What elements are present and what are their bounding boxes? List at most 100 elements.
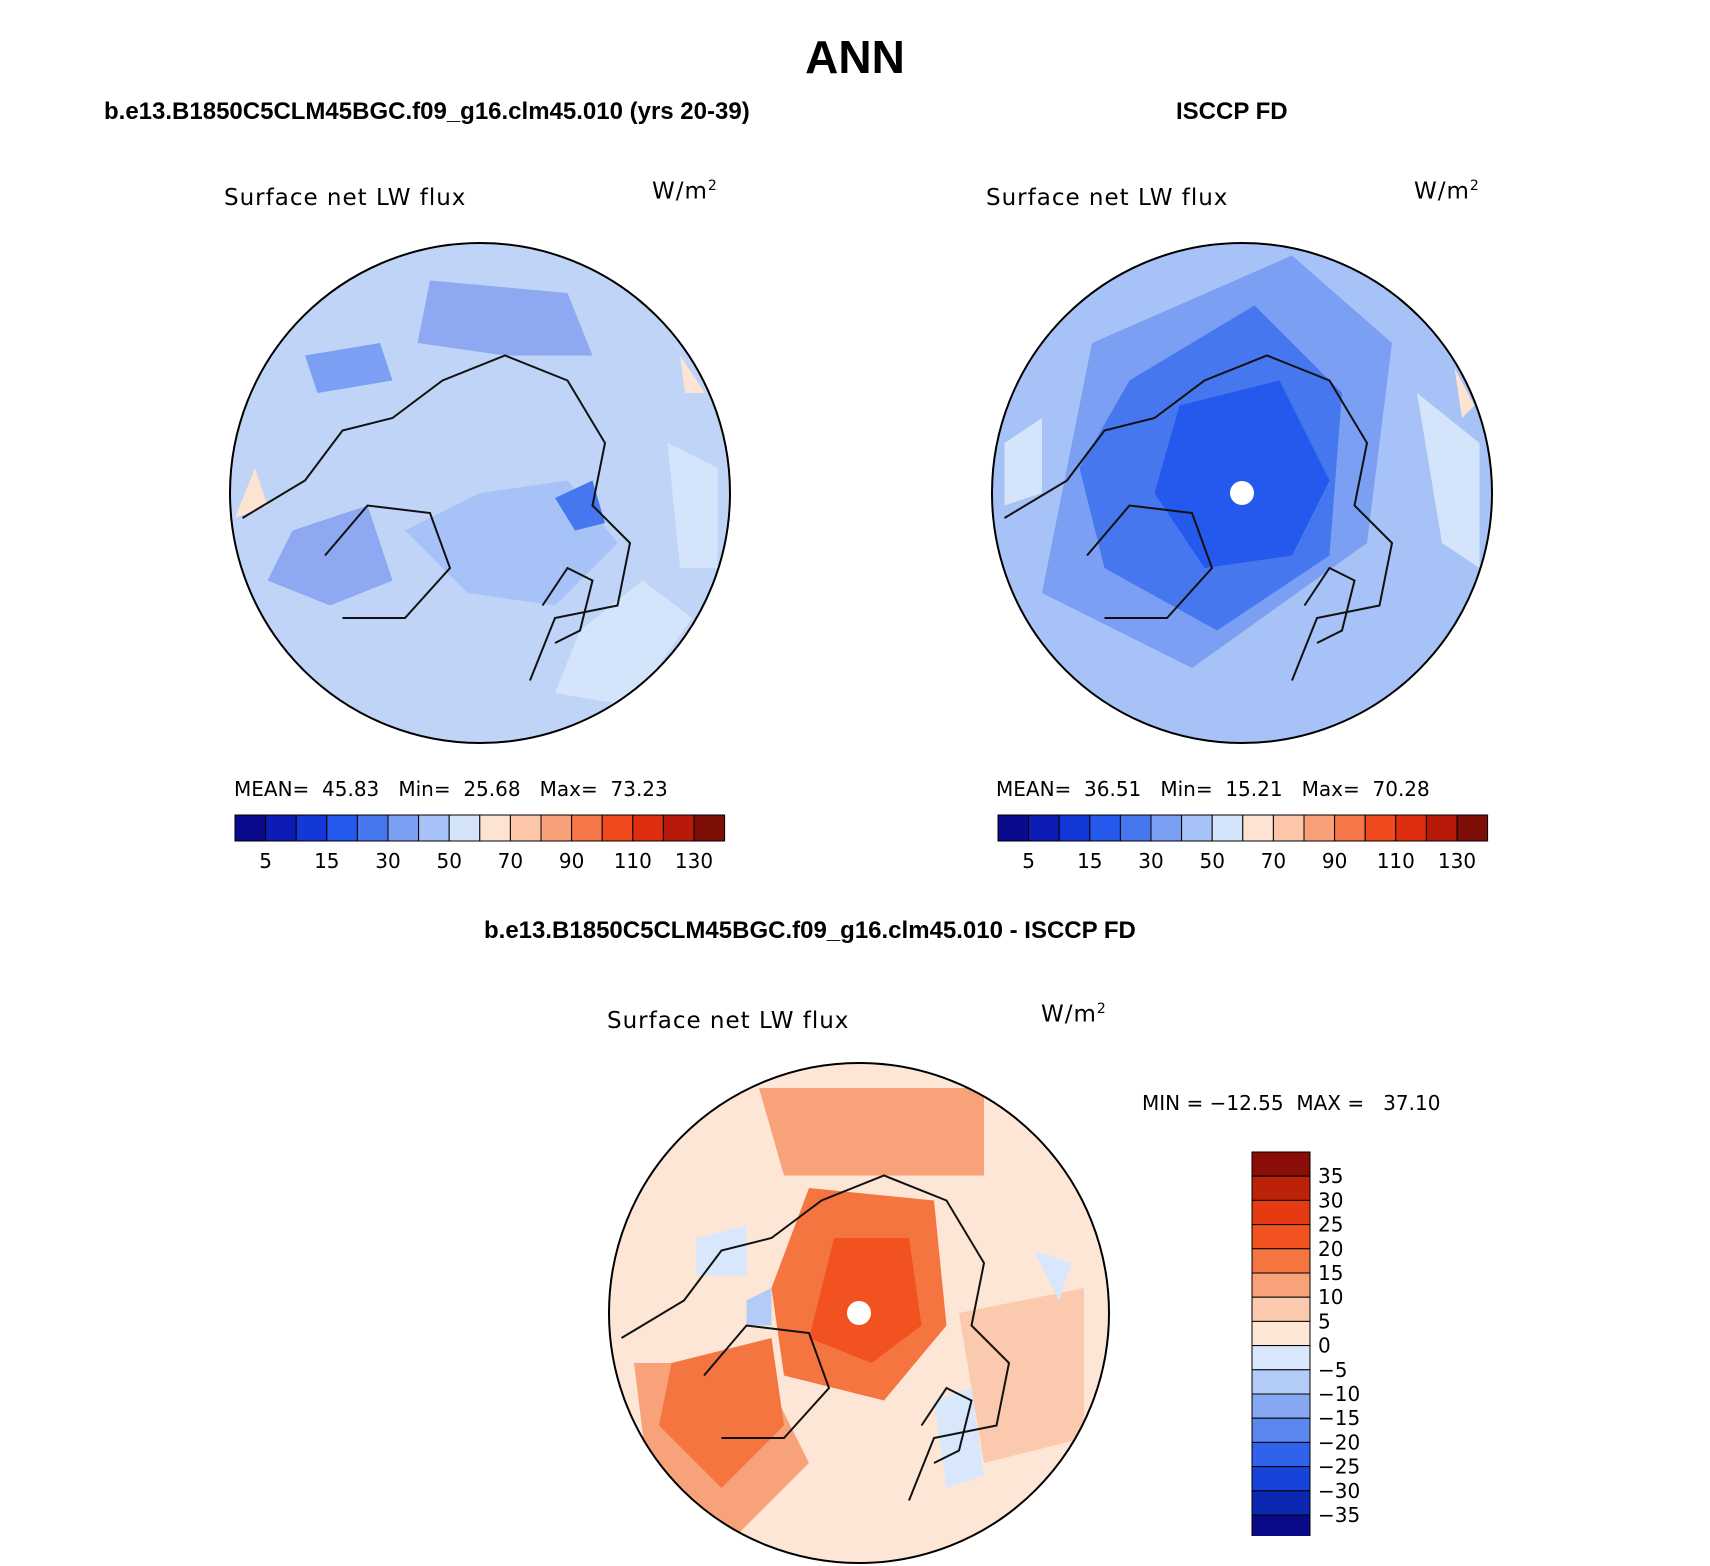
contour-region: [959, 1288, 1084, 1463]
polar-map-diff: [608, 1062, 1110, 1564]
colorbar-box: [693, 814, 726, 842]
variable-label-model: Surface net LW flux: [224, 185, 467, 211]
colorbar-box: [540, 814, 573, 842]
contour-region: [1034, 1250, 1072, 1301]
colorbar-box: [1303, 814, 1336, 842]
colorbar-box: [632, 814, 664, 842]
figure-title: ANN: [805, 31, 905, 83]
contour-region: [659, 1338, 784, 1488]
colorbar-obs: 5 15 30 50 70 90 110 130: [997, 814, 1489, 873]
map-boundary: [229, 242, 731, 744]
coastline: [541, 566, 594, 644]
colorbar-tick-label: 110: [614, 849, 652, 873]
coastline: [1003, 354, 1394, 681]
stats-obs: MEAN= 36.51 Min= 15.21 Max= 70.28: [996, 777, 1430, 801]
colorbar-box: [1058, 814, 1091, 842]
contour-region: [746, 1288, 772, 1326]
colorbar-box: [1272, 814, 1305, 842]
colorbar-box: [295, 814, 328, 842]
colorbar-tick-label: 5: [259, 849, 272, 873]
case-title-model: b.e13.B1850C5CLM45BGC.f09_g16.clm45.010 …: [104, 98, 750, 125]
colorbar-tick-label: 130: [1438, 849, 1476, 873]
colorbar-tick-label: −15: [1318, 1406, 1360, 1430]
colorbar-tick-label: 30: [375, 849, 400, 873]
colorbar-tick-label: −35: [1318, 1503, 1360, 1527]
colorbar-tick-label: 90: [1322, 849, 1347, 873]
contour-region: [267, 505, 393, 606]
colorbar-box: [1251, 1151, 1311, 1177]
colorbar-tick-label: −30: [1318, 1479, 1360, 1503]
colorbar-tick-label: 70: [498, 849, 523, 873]
colorbar-box: [662, 814, 695, 842]
contour-region: [934, 1388, 984, 1488]
contour-region: [1154, 380, 1330, 568]
contour-region: [417, 280, 593, 356]
colorbar-box: [1251, 1199, 1311, 1226]
colorbar-box: [1150, 814, 1183, 842]
colorbar-tick-label: 5: [1318, 1309, 1331, 1333]
colorbar-box: [1089, 814, 1121, 842]
case-title-obs: ISCCP FD: [1176, 98, 1288, 125]
contour-region: [667, 443, 718, 568]
colorbar-box: [356, 814, 389, 842]
colorbar-tick-label: 130: [675, 849, 713, 873]
colorbar-tick-label: −10: [1318, 1382, 1360, 1406]
colorbar-tick-label: 35: [1318, 1164, 1343, 1188]
colorbar-box: [1211, 814, 1244, 842]
pole-missing-data: [847, 1301, 871, 1325]
colorbar-box: [326, 814, 358, 842]
coastline: [620, 1174, 1011, 1501]
colorbar-box: [1334, 814, 1366, 842]
contour-region: [555, 480, 605, 531]
units-label-model: W/m2: [652, 178, 718, 205]
colorbar-box: [1251, 1490, 1311, 1516]
colorbar-tick-label: 20: [1318, 1237, 1343, 1261]
polar-map-obs: [991, 242, 1493, 744]
colorbar-box: [997, 814, 1030, 842]
colorbar-tick-label: −25: [1318, 1455, 1360, 1479]
contour-region: [809, 1238, 922, 1363]
coastline: [241, 354, 632, 681]
coastline: [920, 1386, 973, 1464]
colorbar-box: [1251, 1272, 1311, 1298]
colorbar-tick-label: 0: [1318, 1334, 1331, 1358]
colorbar-box: [1251, 1248, 1311, 1274]
colorbar-tick-label: 25: [1318, 1213, 1343, 1237]
colorbar-box: [1425, 814, 1458, 842]
polar-map-model: [229, 242, 731, 744]
contour-region: [555, 580, 693, 706]
units-label-diff: W/m2: [1041, 1001, 1107, 1028]
coastline: [703, 1324, 831, 1439]
colorbar-tick-label: 15: [1318, 1261, 1343, 1285]
contour-region: [680, 355, 705, 393]
colorbar-box: [234, 814, 267, 842]
colorbar-tick-label: 50: [1199, 849, 1224, 873]
colorbar-tick-label: 110: [1377, 849, 1415, 873]
colorbar-box: [1119, 814, 1152, 842]
colorbar-box: [509, 814, 542, 842]
contour-region: [235, 468, 268, 518]
contour-region: [1417, 393, 1480, 568]
contour-region: [1454, 368, 1475, 418]
colorbar-box: [1456, 814, 1489, 842]
colorbar-box: [1251, 1369, 1311, 1395]
colorbar-box: [448, 814, 481, 842]
colorbar-tick-label: 70: [1261, 849, 1286, 873]
variable-label-diff: Surface net LW flux: [607, 1008, 850, 1034]
colorbar-box: [1251, 1345, 1311, 1371]
colorbar-tick-label: −5: [1318, 1358, 1347, 1382]
coastline: [1086, 504, 1214, 619]
stats-model: MEAN= 45.83 Min= 25.68 Max= 73.23: [234, 777, 668, 801]
colorbar-tick-label: 15: [1077, 849, 1102, 873]
colorbar-tick-label: 10: [1318, 1285, 1343, 1309]
units-label-obs: W/m2: [1414, 178, 1480, 205]
colorbar-box: [1395, 814, 1427, 842]
diff-title: b.e13.B1850C5CLM45BGC.f09_g16.clm45.010 …: [484, 917, 1136, 944]
contour-region: [1004, 418, 1042, 506]
colorbar-box: [479, 814, 511, 842]
colorbar-tick-label: 5: [1022, 849, 1035, 873]
colorbar-box: [265, 814, 297, 842]
coastline: [1303, 566, 1356, 644]
colorbar-box: [387, 814, 420, 842]
